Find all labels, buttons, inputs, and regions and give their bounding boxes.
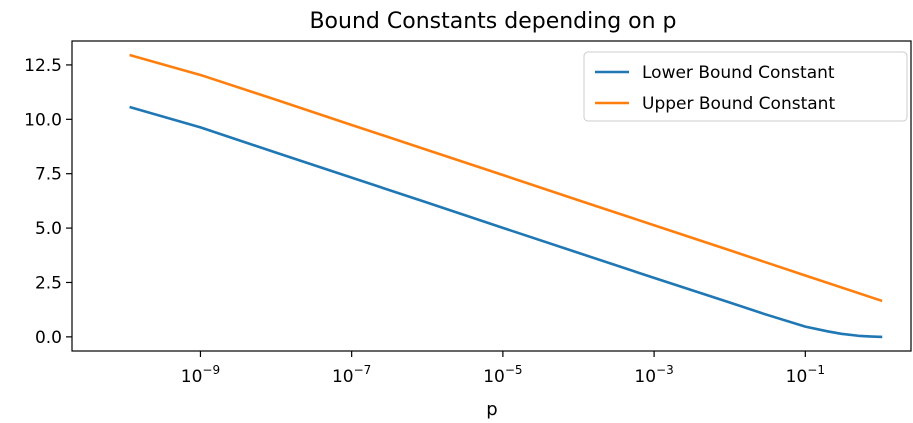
x-tick-label: 10−9 (181, 363, 220, 387)
legend-box (583, 51, 908, 122)
series-line-0 (129, 105, 883, 339)
y-tick-label: 7.5 (35, 165, 62, 185)
y-tick-label: 5.0 (35, 219, 62, 239)
y-tick-label: 2.5 (35, 273, 62, 293)
legend: Lower Bound Constant Upper Bound Constant (583, 51, 908, 122)
x-tick-label: 10−5 (483, 363, 522, 387)
plot-lines (129, 53, 883, 339)
legend-label: Upper Bound Constant (642, 94, 835, 114)
chart-title: Bound Constants depending on p (309, 9, 676, 34)
legend-label: Lower Bound Constant (642, 63, 835, 83)
series-line-1 (129, 53, 883, 303)
y-tick-label: 10.0 (24, 110, 62, 130)
x-tick-label: 10−3 (634, 363, 673, 387)
y-tick-label: 0.0 (35, 328, 62, 348)
x-tick-label: 10−1 (786, 363, 825, 387)
x-axis-label: p (486, 399, 497, 420)
x-axis: 10−9 10−7 10−5 10−3 10−1 (181, 351, 825, 387)
y-axis: 0.0 2.5 5.0 7.5 10.0 12.5 (24, 56, 72, 348)
y-tick-label: 12.5 (24, 56, 62, 76)
plot-frame (71, 40, 912, 352)
x-tick-label: 10−7 (332, 363, 371, 387)
